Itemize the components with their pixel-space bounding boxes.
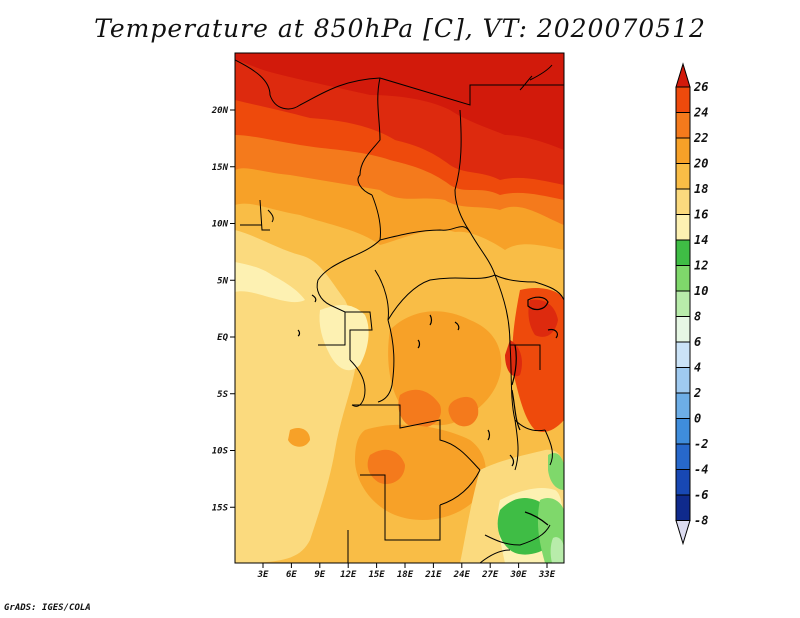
colorbar-segment [675,494,691,521]
country-borders [235,59,564,563]
lat-label: 10S [212,447,229,457]
lon-label: 3E [257,570,269,580]
lon-label: 9E [314,570,325,580]
lat-label: 5S [217,390,228,400]
colorbar-bottom-arrow [675,520,691,546]
colorbar-segment [675,112,691,139]
lat-label: 15N [212,163,229,173]
lon-label: 12E [340,570,357,580]
colorbar-label: 10 [694,284,708,298]
lon-label: 6E [286,570,297,580]
colorbar-label: 14 [694,233,708,247]
longitude-axis: 3E 6E 9E 12E 15E 18E 21E 24E 27E 30E 33E [257,563,556,580]
map-title: Temperature at 850hPa [C], VT: 202007051… [94,14,706,43]
colorbar-segment [675,392,691,419]
colorbar-label: 2 [693,386,701,400]
colorbar-top-arrow [675,62,691,88]
lon-label: 27E [481,570,499,580]
colorbar-label: 20 [693,157,708,171]
colorbar-segment [675,163,691,190]
colorbar-label: 22 [693,131,708,145]
colorbar-label: -8 [694,514,708,528]
lat-label: 5N [217,276,228,286]
lat-label: 20N [211,106,229,116]
colorbar-label: -6 [694,488,708,502]
colorbar-label: 24 [693,106,708,120]
lon-label: 30E [509,570,527,580]
colorbar-segment [675,188,691,215]
latitude-axis: 20N 15N 10N 5N EQ 5S 10S 15S [211,106,235,513]
colorbar-label: 12 [694,259,708,273]
credit-text: GrADS: IGES/COLA [4,603,91,613]
colorbar-segment [675,341,691,368]
temperature-field [235,53,564,563]
colorbar-segment [675,137,691,164]
colorbar-label: 4 [694,361,701,375]
colorbar-segment [675,418,691,445]
lat-label: EQ [217,333,228,343]
colorbar-label: -4 [694,463,708,477]
lon-label: 15E [368,570,385,580]
colorbar-label: 16 [694,208,708,222]
colorbar-segment [675,290,691,317]
lat-label: 10N [212,220,229,230]
colorbar-segment [675,469,691,496]
lat-label: 15S [212,503,229,513]
colorbar-segment [675,443,691,470]
colorbar-segment [675,265,691,292]
colorbar-segment [675,316,691,343]
colorbar-segment [675,367,691,394]
colorbar-label: 0 [694,412,701,426]
lon-label: 18E [397,570,414,580]
lon-label: 24E [453,570,471,580]
lon-label: 21E [424,570,442,580]
colorbar-segment [675,214,691,241]
colorbar-segment [675,239,691,266]
colorbar-label: 8 [694,310,701,324]
lakes [297,294,559,526]
map-frame [234,52,565,564]
lon-label: 33E [538,570,556,580]
colorbar-label: 26 [693,80,708,94]
colorbar-label: -2 [694,437,708,451]
colorbar-segment [675,86,691,113]
colorbar-label: 6 [694,335,701,349]
colorbar-label: 18 [694,182,708,196]
